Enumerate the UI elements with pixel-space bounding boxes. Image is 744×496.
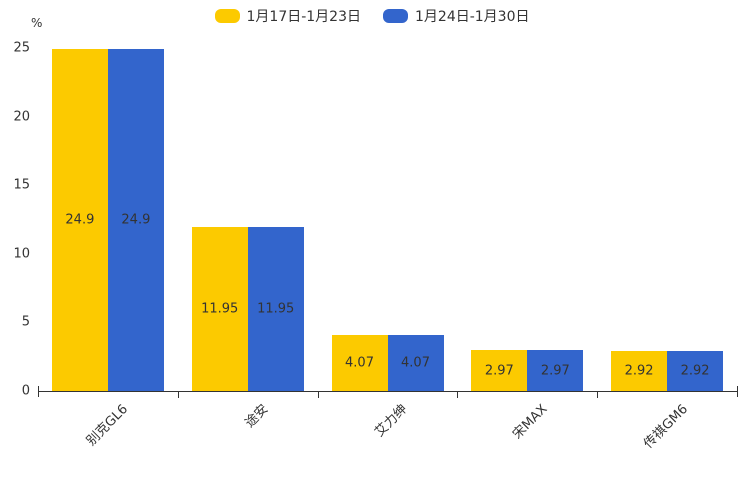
axis-tick	[317, 392, 319, 398]
axis-tick	[457, 392, 459, 398]
bar-series0-别克GL6[interactable]	[51, 49, 108, 391]
bar-series0-艾力绅[interactable]	[331, 335, 388, 391]
legend-item-0[interactable]: 1月17日-1月23日	[214, 6, 362, 26]
legend-label: 1月24日-1月30日	[415, 9, 530, 25]
y-axis-tick-label: 10	[13, 246, 30, 262]
axis-tick	[177, 392, 179, 398]
bar-value-label: 2.92	[624, 363, 654, 379]
bar-series1-艾力绅[interactable]	[387, 335, 444, 391]
bar-value-label: 24.9	[65, 212, 95, 228]
y-axis-tick-label: 15	[13, 177, 30, 193]
y-axis-tick-label: 5	[21, 314, 30, 330]
bar-series1-传祺GM6[interactable]	[667, 350, 724, 391]
x-axis-category-label: 传祺GM6	[640, 401, 691, 452]
legend-label: 1月17日-1月23日	[246, 9, 362, 25]
bar-value-label: 2.97	[484, 363, 514, 379]
legend: 1月17日-1月23日 1月24日-1月30日	[0, 6, 744, 26]
legend-item-1[interactable]: 1月24日-1月30日	[383, 6, 530, 26]
x-axis-category-label: 别克GL6	[84, 401, 132, 449]
x-axis-category-label: 艾力绅	[372, 401, 411, 441]
bar-value-label: 2.97	[540, 363, 570, 379]
legend-swatch-icon	[383, 9, 408, 23]
bar-value-label: 4.07	[401, 355, 430, 371]
axis-tick	[737, 386, 738, 397]
axis-tick	[597, 392, 599, 398]
bar-value-label: 2.92	[680, 363, 710, 379]
y-axis-tick-label: 25	[13, 40, 30, 56]
bar-series0-传祺GM6[interactable]	[611, 350, 668, 391]
x-axis-line	[38, 391, 738, 392]
legend-swatch-icon	[214, 9, 240, 23]
y-axis-tick-label: 20	[13, 109, 30, 125]
y-axis-tick-label: 0	[21, 383, 30, 399]
bar-series0-途安[interactable]	[191, 227, 248, 391]
bar-series1-宋MAX[interactable]	[527, 350, 584, 391]
bar-value-label: 11.95	[257, 301, 295, 317]
bar-value-label: 4.07	[345, 355, 374, 371]
x-axis-category-label: 途安	[242, 401, 272, 431]
bar-series0-宋MAX[interactable]	[471, 350, 528, 391]
axis-tick	[38, 386, 39, 397]
bar-series1-途安[interactable]	[247, 227, 304, 391]
bar-series1-别克GL6[interactable]	[107, 49, 164, 391]
bar-value-label: 11.95	[201, 301, 239, 317]
y-axis-unit-label: %	[31, 16, 43, 30]
x-axis-category-label: 宋MAX	[510, 401, 551, 443]
bar-value-label: 24.9	[121, 212, 151, 228]
